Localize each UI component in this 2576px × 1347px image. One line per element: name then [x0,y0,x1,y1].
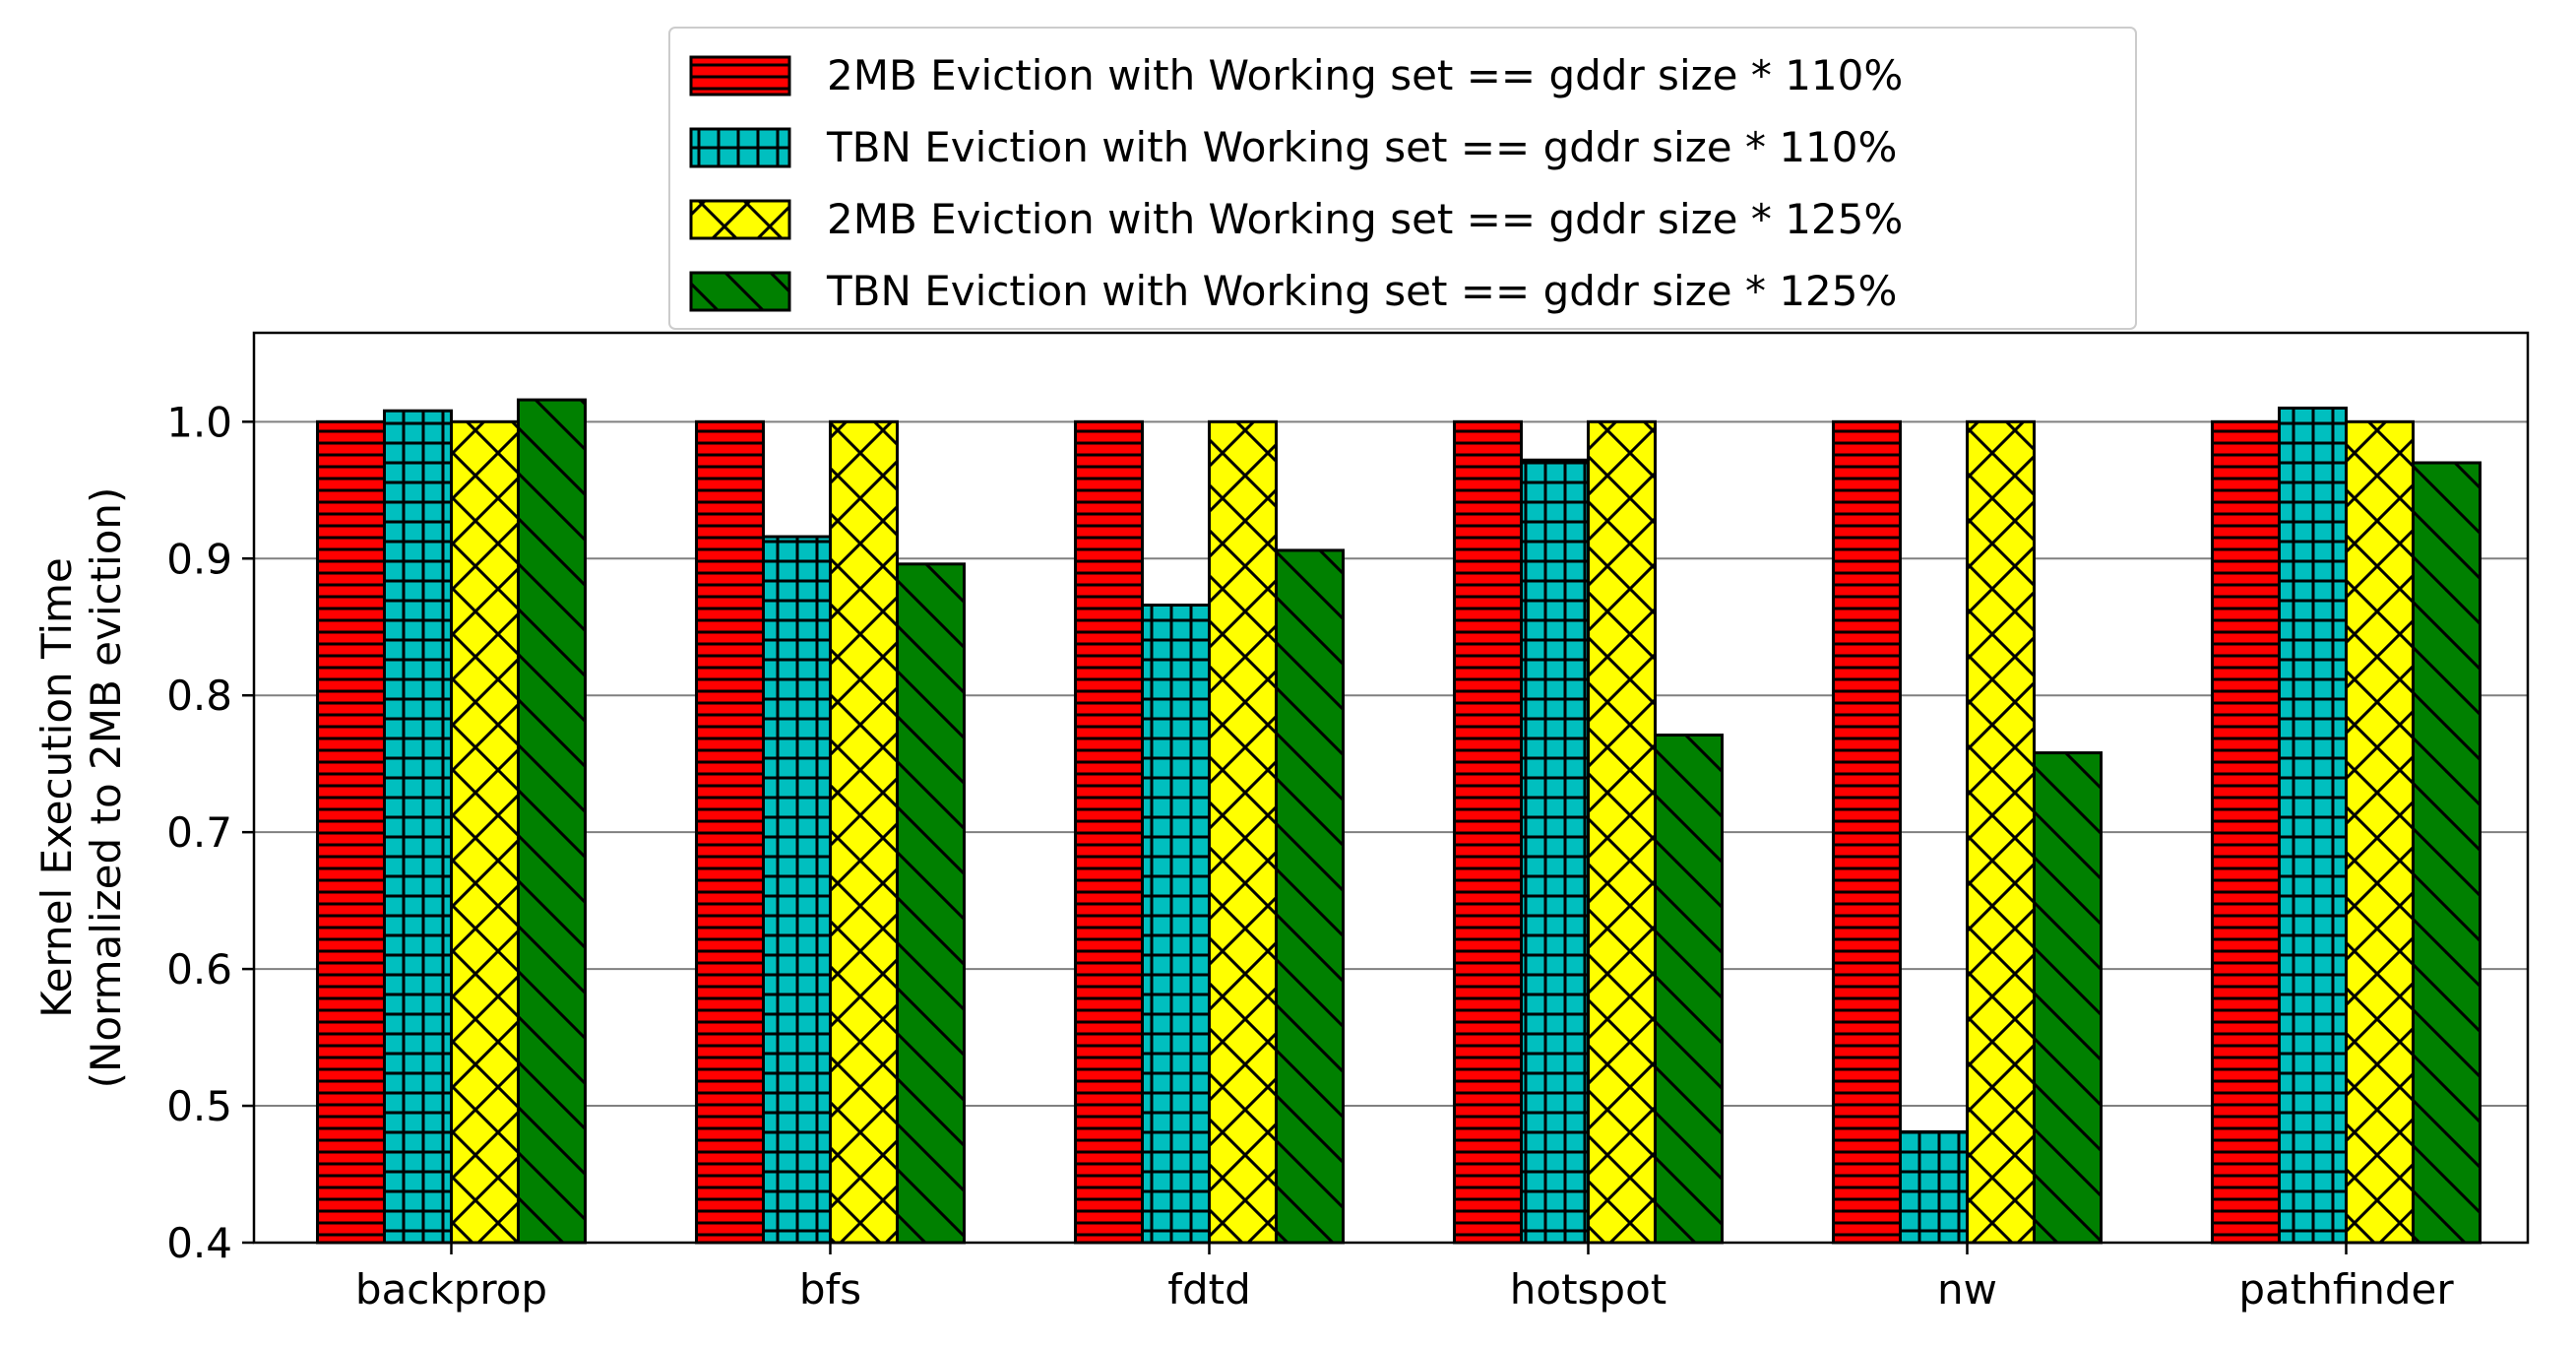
legend-swatch [689,127,791,168]
bar-nw-series-2 [1899,1129,1969,1245]
x-tick-label: nw [1937,1265,1997,1314]
bar-pathfinder-series-2 [2278,406,2348,1245]
x-tick-label: fdtd [1167,1265,1251,1314]
bar-pathfinder-series-4 [2412,461,2482,1245]
legend-entry: 2MB Eviction with Working set == gddr si… [827,195,1903,243]
y-tick-label: 0.9 [166,535,232,583]
bar-bfs-series-4 [896,562,966,1245]
bar-bfs-series-3 [829,419,899,1245]
y-axis-subtitle: (Normalized to 2MB eviction) [82,487,130,1089]
plot-area-frame [252,331,2530,1245]
bar-hotspot-series-2 [1520,458,1590,1245]
gridlines [254,420,2528,1108]
y-tick-label: 0.5 [166,1082,232,1130]
legend-entry: TBN Eviction with Working set == gddr si… [826,123,1897,171]
y-tick-label: 0.7 [166,808,232,857]
y-tick-label: 0.4 [166,1219,232,1267]
x-tick-label: backprop [355,1265,547,1314]
bar-hotspot-series-1 [1453,419,1523,1245]
bars [316,398,2482,1245]
bar-backprop-series-4 [517,398,587,1245]
bar-backprop-series-1 [316,419,386,1245]
legend-swatch [689,55,791,96]
x-tick-label: pathfinder [2238,1265,2454,1314]
x-axis: backprop bfs fdtd hotspot nw pathfinder [355,1243,2454,1314]
bar-fdtd-series-1 [1074,419,1144,1245]
bar-bfs-series-2 [762,535,832,1245]
y-axis-title: Kernel Execution Time [32,557,81,1018]
bar-pathfinder-series-3 [2345,419,2415,1245]
legend-entry: 2MB Eviction with Working set == gddr si… [827,51,1903,99]
bar-hotspot-series-4 [1654,734,1724,1245]
bar-hotspot-series-3 [1587,419,1657,1245]
bar-nw-series-4 [2033,751,2103,1245]
bar-nw-series-1 [1832,419,1902,1245]
bar-bfs-series-1 [695,419,765,1245]
legend-swatch [689,271,791,312]
bar-pathfinder-series-1 [2211,419,2281,1245]
bar-backprop-series-3 [450,419,520,1245]
x-tick-label: bfs [799,1265,861,1314]
legend-entry: TBN Eviction with Working set == gddr si… [826,267,1897,315]
y-tick-label: 0.8 [166,672,232,720]
legend: 2MB Eviction with Working set == gddr si… [668,27,2137,330]
legend-swatch [689,199,791,240]
y-tick-label: 0.6 [166,945,232,994]
y-axis: 0.4 0.5 0.6 0.7 0.8 0.9 1.0 [166,398,254,1267]
y-tick-label: 1.0 [166,398,232,446]
bar-nw-series-3 [1966,419,2036,1245]
x-tick-label: hotspot [1510,1265,1667,1314]
bar-fdtd-series-3 [1208,419,1278,1245]
bar-backprop-series-2 [383,409,453,1245]
legend-frame [668,27,2137,330]
bar-fdtd-series-4 [1275,548,1345,1245]
bar-fdtd-series-2 [1141,604,1211,1245]
